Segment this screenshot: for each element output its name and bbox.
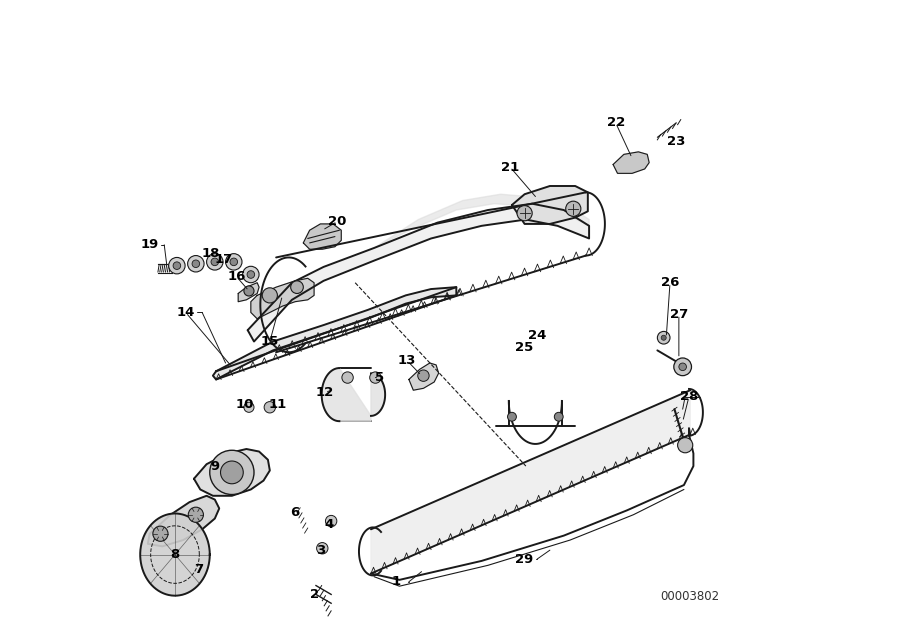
Text: 17: 17	[214, 253, 233, 266]
Text: 11: 11	[269, 398, 287, 411]
Text: 6: 6	[291, 505, 300, 519]
Circle shape	[554, 412, 563, 421]
Circle shape	[679, 363, 687, 371]
Text: 16: 16	[227, 270, 246, 283]
Circle shape	[188, 507, 203, 523]
Polygon shape	[303, 224, 341, 249]
Text: 9: 9	[211, 460, 220, 472]
Circle shape	[291, 281, 303, 293]
Polygon shape	[409, 363, 438, 390]
Circle shape	[210, 450, 254, 495]
Circle shape	[226, 253, 242, 270]
Text: 22: 22	[607, 116, 625, 130]
Text: 2: 2	[310, 588, 319, 601]
Circle shape	[662, 335, 666, 340]
Circle shape	[566, 201, 580, 217]
Polygon shape	[251, 278, 314, 319]
Text: 8: 8	[170, 548, 180, 561]
Circle shape	[678, 438, 693, 453]
Circle shape	[211, 258, 219, 265]
Circle shape	[326, 516, 337, 527]
Circle shape	[657, 331, 670, 344]
Polygon shape	[194, 449, 270, 496]
Polygon shape	[213, 287, 456, 380]
Circle shape	[153, 526, 168, 541]
Text: 3: 3	[316, 544, 325, 557]
Text: 26: 26	[661, 276, 680, 289]
Circle shape	[370, 372, 381, 384]
Text: 28: 28	[680, 390, 698, 403]
Text: 29: 29	[516, 552, 534, 566]
Circle shape	[262, 288, 277, 303]
Text: 20: 20	[328, 215, 346, 228]
Circle shape	[264, 401, 275, 413]
Text: 4: 4	[324, 518, 333, 531]
Polygon shape	[613, 152, 649, 173]
Circle shape	[508, 412, 517, 421]
Polygon shape	[238, 283, 259, 302]
Polygon shape	[248, 204, 590, 342]
Circle shape	[248, 271, 255, 278]
Text: 18: 18	[202, 246, 220, 260]
Text: 15: 15	[261, 335, 279, 348]
Circle shape	[173, 262, 181, 269]
Circle shape	[674, 358, 691, 376]
Circle shape	[192, 260, 200, 267]
Text: 27: 27	[670, 308, 688, 321]
Text: 10: 10	[235, 398, 254, 411]
Text: 21: 21	[501, 161, 519, 173]
Text: 19: 19	[140, 238, 158, 251]
Polygon shape	[371, 390, 690, 573]
Circle shape	[187, 255, 204, 272]
Circle shape	[230, 258, 238, 265]
Circle shape	[244, 286, 254, 296]
Text: 25: 25	[516, 342, 534, 354]
Text: 1: 1	[392, 575, 400, 588]
Polygon shape	[321, 368, 385, 421]
Circle shape	[220, 461, 243, 484]
Circle shape	[342, 372, 354, 384]
Text: 7: 7	[194, 563, 202, 575]
Circle shape	[207, 253, 223, 270]
Circle shape	[517, 206, 532, 221]
Circle shape	[418, 370, 429, 382]
Text: 24: 24	[528, 329, 546, 342]
Text: 14: 14	[176, 306, 195, 319]
Text: 5: 5	[374, 371, 383, 384]
Circle shape	[317, 542, 328, 554]
Text: 00003802: 00003802	[661, 591, 720, 603]
Text: 23: 23	[667, 135, 686, 148]
Polygon shape	[148, 496, 220, 546]
Polygon shape	[374, 194, 590, 248]
Text: 12: 12	[316, 385, 334, 399]
Circle shape	[244, 402, 254, 412]
Text: 13: 13	[398, 354, 416, 367]
Polygon shape	[140, 514, 210, 596]
Circle shape	[168, 257, 185, 274]
Polygon shape	[512, 186, 588, 224]
Circle shape	[243, 266, 259, 283]
